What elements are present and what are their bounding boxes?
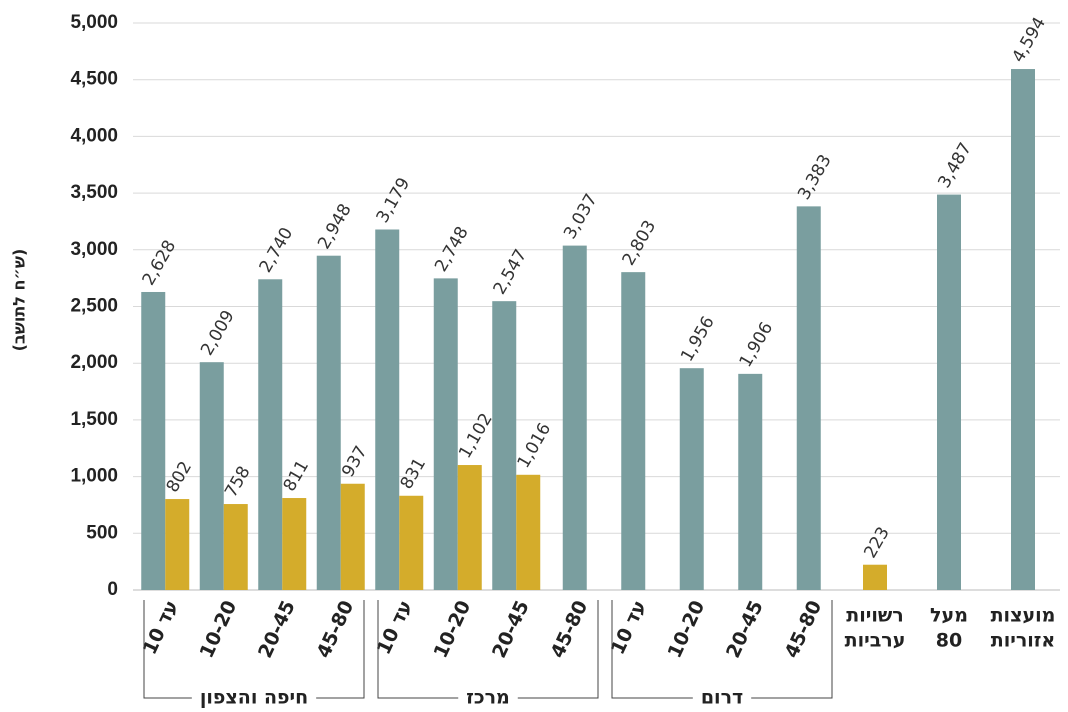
bar <box>399 495 424 590</box>
group-bracket <box>377 600 599 699</box>
x-tick-label: 80 <box>936 630 962 652</box>
bar <box>457 465 482 590</box>
bar <box>165 499 190 590</box>
group-label: חיפה והצפון <box>200 687 308 709</box>
group-label: דרום <box>701 687 743 709</box>
bar <box>375 229 400 590</box>
y-tick-label: 5,000 <box>70 12 118 33</box>
value-label: 1,956 <box>677 313 719 365</box>
bar <box>141 291 166 590</box>
x-tick-label: אזוריות <box>991 630 1056 652</box>
bar <box>937 194 961 590</box>
value-label: 3,179 <box>373 174 415 226</box>
x-tick-label: 20-45 <box>254 597 300 661</box>
value-label: 1,102 <box>455 410 497 462</box>
x-tick-label: 45-80 <box>781 597 827 661</box>
bar <box>738 373 763 590</box>
value-label: 1,016 <box>514 420 556 472</box>
bar <box>562 245 587 591</box>
value-label: 811 <box>280 457 314 495</box>
bar <box>1011 69 1035 590</box>
x-tick-label: רשויות <box>846 605 903 627</box>
y-tick-label: 0 <box>107 579 118 600</box>
group-bracket <box>143 600 365 699</box>
x-tick-label: 10-20 <box>430 597 476 661</box>
value-label: 4,594 <box>1008 14 1050 66</box>
bar <box>516 474 541 590</box>
x-tick-label: 10-20 <box>196 597 242 661</box>
y-tick-label: 1,500 <box>70 409 118 430</box>
x-tick-label: ערביות <box>845 630 906 652</box>
y-tick-label: 4,500 <box>70 69 118 90</box>
bar <box>621 272 646 590</box>
bar <box>258 279 283 590</box>
y-tick-label: 500 <box>86 522 118 543</box>
value-label: 2,803 <box>619 217 661 269</box>
x-tick-label: עד 10 <box>373 597 417 658</box>
bar <box>199 362 224 590</box>
value-label: 937 <box>338 443 372 481</box>
value-label: 758 <box>221 463 255 501</box>
bar <box>863 564 887 590</box>
bar <box>433 278 458 590</box>
value-label: 2,009 <box>197 307 239 359</box>
group-bracket <box>611 600 833 699</box>
x-tick-label: 20-45 <box>722 597 768 661</box>
bar <box>492 301 517 590</box>
bar <box>679 368 704 590</box>
x-tick-label: 45-80 <box>313 597 359 661</box>
x-tick-label: עד 10 <box>139 597 183 658</box>
bar <box>282 498 307 590</box>
y-tick-label: 3,500 <box>70 182 118 203</box>
bar <box>340 483 365 590</box>
x-tick-label: 20-45 <box>488 597 534 661</box>
value-label: 2,547 <box>490 246 532 298</box>
bar <box>316 255 341 591</box>
x-tick-label: מועצות <box>991 605 1056 627</box>
y-axis-label: (ש״ח לתושב) <box>10 249 29 352</box>
value-label: 2,628 <box>139 237 181 289</box>
bar <box>223 504 248 590</box>
x-tick-label: 45-80 <box>547 597 593 661</box>
value-label: 831 <box>397 455 431 493</box>
value-label: 2,948 <box>314 201 356 253</box>
y-tick-label: 2,000 <box>70 352 118 373</box>
y-tick-label: 2,500 <box>70 296 118 317</box>
bar <box>796 206 821 590</box>
group-label: מרכז <box>466 687 510 709</box>
value-label: 223 <box>860 524 894 562</box>
y-tick-label: 4,000 <box>70 125 118 146</box>
value-label: 3,487 <box>934 139 976 191</box>
value-label: 3,037 <box>560 190 602 242</box>
x-tick-label: 10-20 <box>664 597 710 661</box>
y-tick-label: 1,000 <box>70 466 118 487</box>
value-label: 3,383 <box>794 151 836 203</box>
x-tick-label: מעל <box>930 605 968 627</box>
x-tick-label: עד 10 <box>607 597 651 658</box>
y-tick-label: 3,000 <box>70 239 118 260</box>
